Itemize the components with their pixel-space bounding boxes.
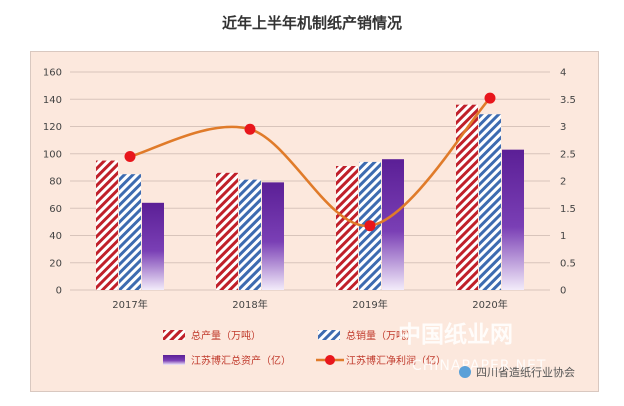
bar: [336, 166, 358, 290]
legend-swatch: [163, 330, 185, 340]
bar: [96, 160, 118, 290]
x-tick-label: 2018年: [232, 298, 267, 311]
line-point: [124, 150, 136, 162]
legend-swatch-marker: [325, 355, 335, 365]
y-left-tick-label: 60: [49, 204, 62, 215]
chart-title: 近年上半年机制纸产销情况: [221, 14, 402, 32]
line-point: [484, 92, 496, 104]
y-right-tick-label: 1.5: [560, 204, 576, 215]
bar: [456, 104, 478, 290]
y-left-tick-label: 160: [43, 68, 62, 79]
y-right-tick-label: 4: [560, 68, 566, 79]
y-right-tick-label: 2.5: [560, 149, 576, 160]
y-left-tick-label: 40: [49, 231, 62, 242]
bar: [239, 179, 261, 290]
y-left-tick-label: 100: [43, 149, 62, 160]
x-tick-label: 2020年: [472, 298, 507, 311]
line-series: [129, 97, 491, 228]
bar: [142, 202, 164, 290]
bar: [382, 159, 404, 290]
bar: [502, 149, 524, 290]
legend-label: 总产量（万吨）: [191, 329, 261, 342]
y-right-tick-label: 0.5: [560, 258, 576, 269]
x-tick-label: 2017年: [112, 298, 147, 311]
watermark-url-text: CHINAPAPER.NET: [412, 358, 546, 374]
y-left-tick-label: 20: [49, 258, 62, 269]
y-left-tick-label: 0: [56, 286, 62, 297]
account-name: 四川省造纸行业协会: [476, 365, 575, 379]
bar: [119, 174, 141, 290]
legend-swatch: [318, 330, 340, 340]
legend-label: 江苏博汇总资产（亿）: [191, 354, 291, 367]
legend-label: 总销量（万吨）: [346, 329, 416, 342]
y-left-tick-label: 140: [43, 95, 62, 106]
y-right-tick-label: 3.5: [560, 95, 576, 106]
bar: [262, 182, 284, 290]
legend-label: 江苏博汇净利润（亿）: [346, 354, 446, 367]
bar: [216, 172, 238, 290]
y-right-tick-label: 0: [560, 286, 566, 297]
account-icon: [459, 366, 471, 378]
x-tick-label: 2019年: [352, 298, 387, 311]
y-right-tick-label: 3: [560, 122, 566, 133]
y-right-tick-label: 2: [560, 177, 566, 188]
legend-swatch: [163, 355, 185, 365]
y-right-tick-label: 1: [560, 231, 566, 242]
watermark-logo-text: 中国纸业网: [398, 321, 513, 348]
line-point: [244, 123, 256, 135]
y-left-tick-label: 120: [43, 122, 62, 133]
y-left-tick-label: 80: [49, 177, 62, 188]
bar: [479, 114, 501, 290]
line-point: [364, 220, 376, 232]
